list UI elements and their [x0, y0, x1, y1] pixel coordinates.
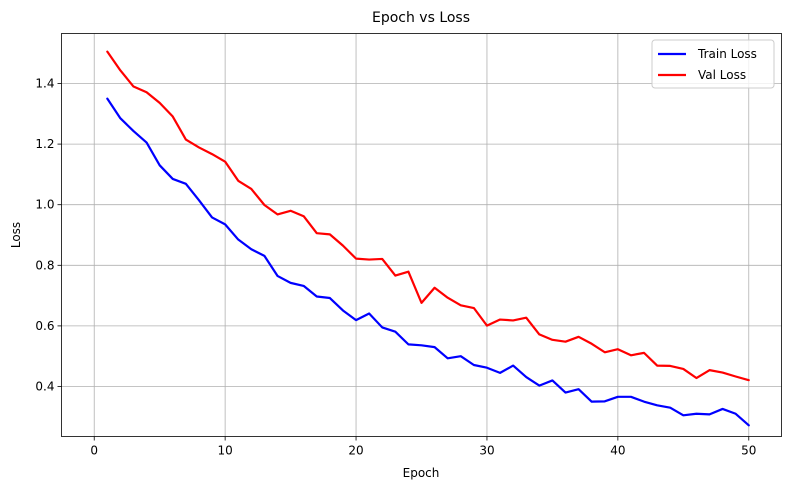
- x-axis-ticks: 0 10 20 30 40 50: [90, 436, 756, 458]
- y-axis-ticks: 0.4 0.6 0.8 1.0 1.2 1.4: [35, 76, 62, 394]
- plot-frame: [61, 33, 782, 437]
- x-axis-label: Epoch: [403, 466, 440, 480]
- x-tick-label: 50: [741, 444, 756, 458]
- y-tick-label: 1.4: [35, 76, 54, 90]
- x-tick-label: 10: [217, 444, 232, 458]
- x-tick-label: 0: [90, 444, 98, 458]
- y-tick-label: 0.4: [35, 380, 54, 394]
- x-tick-label: 30: [479, 444, 494, 458]
- y-tick-label: 1.0: [35, 198, 54, 212]
- y-tick-label: 0.6: [35, 319, 54, 333]
- chart-title: Epoch vs Loss: [372, 10, 470, 26]
- legend-label-train-loss: Train Loss: [697, 47, 757, 61]
- legend-label-val-loss: Val Loss: [698, 68, 746, 82]
- train-loss-line: [106, 97, 750, 427]
- val-loss-line: [106, 50, 750, 382]
- legend: Train Loss Val Loss: [651, 39, 775, 89]
- series-lines: [106, 50, 750, 427]
- y-tick-label: 0.8: [35, 258, 54, 272]
- x-tick-label: 40: [610, 444, 625, 458]
- y-tick-label: 1.2: [35, 137, 54, 151]
- grid: [61, 33, 782, 437]
- y-axis-label: Loss: [9, 222, 23, 248]
- x-tick-label: 20: [348, 444, 363, 458]
